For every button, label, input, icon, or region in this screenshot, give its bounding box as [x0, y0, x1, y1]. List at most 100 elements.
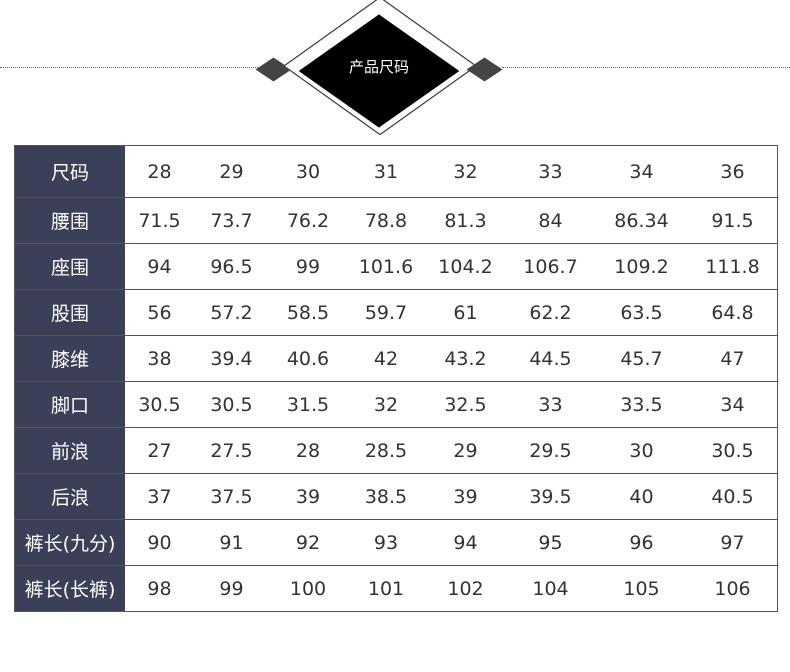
row-label: 尺码 [14, 145, 125, 198]
dotted-line-right [502, 67, 790, 68]
table-row: 裤长(九分) 90 91 92 93 94 95 96 97 [14, 519, 778, 566]
table-cell: 99 [194, 565, 269, 612]
table-cell: 34 [595, 145, 688, 198]
table-row: 尺码 28 29 30 31 32 33 34 36 [14, 145, 778, 198]
table-cell: 111.8 [688, 243, 778, 290]
table-cell: 28 [125, 145, 194, 198]
row-label: 后浪 [14, 473, 125, 520]
table-cell: 97 [688, 519, 778, 566]
table-cell: 34 [688, 381, 778, 428]
table-cell: 93 [347, 519, 425, 566]
table-cell: 57.2 [194, 289, 269, 336]
row-label: 前浪 [14, 427, 125, 474]
table-row: 后浪 37 37.5 39 38.5 39 39.5 40 40.5 [14, 473, 778, 520]
table-cell: 73.7 [194, 197, 269, 244]
table-cell: 33.5 [595, 381, 688, 428]
table-cell: 61 [425, 289, 506, 336]
table-cell: 39 [269, 473, 347, 520]
table-row: 膝维 38 39.4 40.6 42 43.2 44.5 45.7 47 [14, 335, 778, 382]
table-cell: 45.7 [595, 335, 688, 382]
row-label: 裤长(九分) [14, 519, 125, 566]
table-cell: 32 [425, 145, 506, 198]
table-cell: 28.5 [347, 427, 425, 474]
table-cell: 109.2 [595, 243, 688, 290]
table-cell: 31 [347, 145, 425, 198]
table-cell: 37.5 [194, 473, 269, 520]
table-cell: 27.5 [194, 427, 269, 474]
table-cell: 78.8 [347, 197, 425, 244]
table-cell: 27 [125, 427, 194, 474]
table-cell: 101.6 [347, 243, 425, 290]
row-label: 座围 [14, 243, 125, 290]
table-cell: 30.5 [125, 381, 194, 428]
table-cell: 42 [347, 335, 425, 382]
table-row: 座围 94 96.5 99 101.6 104.2 106.7 109.2 111.8 [14, 243, 778, 290]
table-row: 裤长(长裤) 98 99 100 101 102 104 105 106 [14, 565, 778, 612]
table-row: 脚口 30.5 30.5 31.5 32 32.5 33 33.5 34 [14, 381, 778, 428]
table-cell: 38.5 [347, 473, 425, 520]
table-cell: 38 [125, 335, 194, 382]
row-label: 裤长(长裤) [14, 565, 125, 612]
table-row: 前浪 27 27.5 28 28.5 29 29.5 30 30.5 [14, 427, 778, 474]
table-cell: 104 [506, 565, 595, 612]
row-label: 膝维 [14, 335, 125, 382]
table-cell: 30.5 [688, 427, 778, 474]
table-cell: 28 [269, 427, 347, 474]
table-cell: 81.3 [425, 197, 506, 244]
diamond-ornament-right [466, 57, 503, 82]
table-cell: 39.4 [194, 335, 269, 382]
table-cell: 95 [506, 519, 595, 566]
table-cell: 91.5 [688, 197, 778, 244]
table-cell: 36 [688, 145, 778, 198]
table-cell: 64.8 [688, 289, 778, 336]
table-cell: 101 [347, 565, 425, 612]
table-cell: 94 [125, 243, 194, 290]
table-cell: 44.5 [506, 335, 595, 382]
table-row: 腰围 71.5 73.7 76.2 78.8 81.3 84 86.34 91.5 [14, 197, 778, 244]
table-cell: 76.2 [269, 197, 347, 244]
table-cell: 94 [425, 519, 506, 566]
table-cell: 86.34 [595, 197, 688, 244]
table-cell: 106.7 [506, 243, 595, 290]
section-header: 产品尺码 [0, 0, 790, 136]
table-cell: 30 [595, 427, 688, 474]
table-cell: 90 [125, 519, 194, 566]
table-cell: 102 [425, 565, 506, 612]
row-label: 脚口 [14, 381, 125, 428]
table-cell: 63.5 [595, 289, 688, 336]
table-cell: 91 [194, 519, 269, 566]
table-cell: 39 [425, 473, 506, 520]
table-cell: 104.2 [425, 243, 506, 290]
table-cell: 58.5 [269, 289, 347, 336]
size-table: 尺码 28 29 30 31 32 33 34 36 腰围 71.5 73.7 76.2 78.8 81.3… [14, 145, 778, 612]
table-cell: 62.2 [506, 289, 595, 336]
row-label: 股围 [14, 289, 125, 336]
section-title: 产品尺码 [348, 58, 409, 76]
table-cell: 33 [506, 381, 595, 428]
diamond-ornament-left [255, 57, 292, 82]
table-cell: 43.2 [425, 335, 506, 382]
table-cell: 71.5 [125, 197, 194, 244]
table-cell: 96 [595, 519, 688, 566]
table-cell: 100 [269, 565, 347, 612]
table-cell: 33 [506, 145, 595, 198]
table-cell: 105 [595, 565, 688, 612]
table-cell: 40.6 [269, 335, 347, 382]
table-cell: 96.5 [194, 243, 269, 290]
table-cell: 32 [347, 381, 425, 428]
table-cell: 106 [688, 565, 778, 612]
table-cell: 92 [269, 519, 347, 566]
table-cell: 30.5 [194, 381, 269, 428]
table-cell: 37 [125, 473, 194, 520]
table-cell: 30 [269, 145, 347, 198]
table-cell: 31.5 [269, 381, 347, 428]
table-cell: 56 [125, 289, 194, 336]
table-cell: 84 [506, 197, 595, 244]
table-cell: 29 [194, 145, 269, 198]
row-label: 腰围 [14, 197, 125, 244]
table-row: 股围 56 57.2 58.5 59.7 61 62.2 63.5 64.8 [14, 289, 778, 336]
table-cell: 40 [595, 473, 688, 520]
table-cell: 39.5 [506, 473, 595, 520]
table-cell: 32.5 [425, 381, 506, 428]
table-cell: 40.5 [688, 473, 778, 520]
